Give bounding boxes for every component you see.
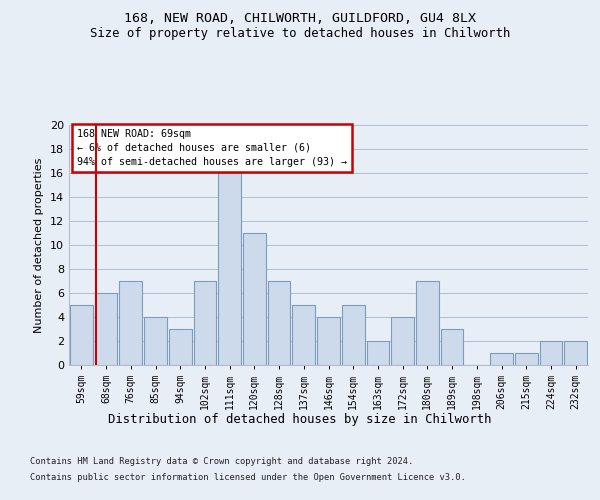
Text: Contains public sector information licensed under the Open Government Licence v3: Contains public sector information licen…: [30, 472, 466, 482]
Text: Distribution of detached houses by size in Chilworth: Distribution of detached houses by size …: [108, 412, 492, 426]
Bar: [391, 317, 414, 365]
Bar: [416, 281, 439, 365]
Bar: [268, 281, 290, 365]
Text: 168 NEW ROAD: 69sqm
← 6% of detached houses are smaller (6)
94% of semi-detached: 168 NEW ROAD: 69sqm ← 6% of detached hou…: [77, 128, 347, 166]
Bar: [342, 305, 365, 365]
Bar: [119, 281, 142, 365]
Bar: [70, 305, 93, 365]
Text: Size of property relative to detached houses in Chilworth: Size of property relative to detached ho…: [90, 28, 510, 40]
Bar: [292, 305, 315, 365]
Text: 168, NEW ROAD, CHILWORTH, GUILDFORD, GU4 8LX: 168, NEW ROAD, CHILWORTH, GUILDFORD, GU4…: [124, 12, 476, 26]
Bar: [194, 281, 216, 365]
Bar: [539, 341, 562, 365]
Bar: [490, 353, 513, 365]
Y-axis label: Number of detached properties: Number of detached properties: [34, 158, 44, 332]
Bar: [243, 233, 266, 365]
Bar: [317, 317, 340, 365]
Bar: [515, 353, 538, 365]
Bar: [441, 329, 463, 365]
Bar: [367, 341, 389, 365]
Bar: [169, 329, 191, 365]
Text: Contains HM Land Registry data © Crown copyright and database right 2024.: Contains HM Land Registry data © Crown c…: [30, 458, 413, 466]
Bar: [95, 293, 118, 365]
Bar: [218, 173, 241, 365]
Bar: [564, 341, 587, 365]
Bar: [144, 317, 167, 365]
